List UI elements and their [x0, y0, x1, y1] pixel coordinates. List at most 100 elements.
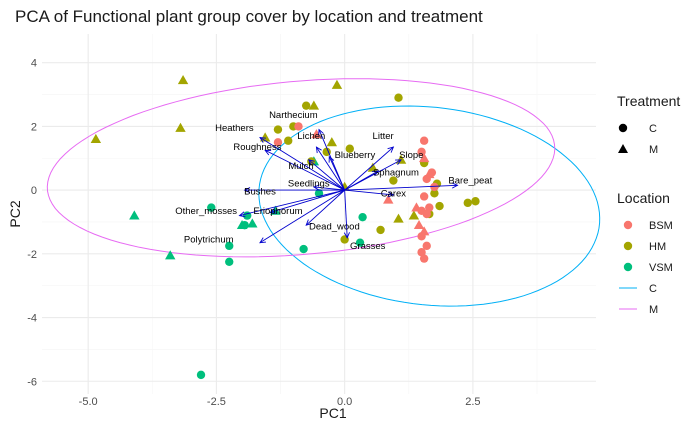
legend-key-hm	[623, 241, 633, 251]
x-axis-ticks: -5.0 -2.5 0.0 2.5	[79, 396, 481, 408]
point-circle-vsm	[196, 370, 206, 380]
y-tick-label: 2	[31, 121, 37, 133]
point-triangle-vsm	[247, 218, 258, 228]
arrow-dead_wood	[305, 189, 345, 226]
point-triangle-hm	[326, 137, 338, 147]
arrowhead-bushes	[243, 187, 251, 194]
point-triangle-bsm	[383, 194, 394, 204]
arrowhead-litter	[387, 146, 395, 153]
legend-label: M	[649, 304, 658, 316]
point-circle-vsm	[299, 244, 308, 254]
point-circle-hm	[273, 125, 283, 134]
variable-label: Bare_peat	[448, 176, 492, 187]
point-circle-hm	[345, 144, 354, 153]
point-triangle-hm	[393, 213, 404, 223]
point-circle-hm	[301, 101, 311, 110]
arrow-seedlings	[313, 186, 345, 191]
point-circle-bsm	[419, 136, 429, 145]
arrow-sphagnum	[344, 170, 379, 191]
variable-label: Litter	[373, 131, 394, 142]
legend-key-triangle	[618, 144, 628, 153]
point-triangle-bsm	[311, 129, 322, 139]
arrow-bare_peat	[344, 184, 458, 191]
point-triangle-vsm	[165, 250, 176, 260]
point-circle-hm	[435, 201, 444, 211]
arrow-eriophorum	[270, 189, 345, 213]
point-circle-vsm	[225, 241, 234, 251]
point-triangle-hm	[367, 162, 379, 172]
point-triangle-hm	[408, 210, 420, 220]
point-circle-bsm	[422, 241, 431, 251]
y-tick-label: -2	[27, 249, 37, 261]
arrowhead-eriophorum	[269, 208, 277, 214]
point-circle-bsm	[273, 138, 283, 147]
variable-label: Narthecium	[269, 110, 318, 121]
point-triangle-hm	[177, 74, 189, 85]
variable-label: Carex	[381, 188, 407, 199]
point-triangle-hm	[90, 133, 102, 144]
ellipse-c	[258, 105, 601, 307]
arrowhead-carex	[387, 191, 395, 198]
point-circle-bsm	[417, 248, 426, 257]
y-axis-ticks: -6 -4 -2 0 2 4	[27, 58, 37, 389]
legend-label: VSM	[649, 262, 673, 274]
point-triangle-bsm	[411, 202, 422, 212]
point-circle-hm	[389, 176, 398, 185]
variable-arrows	[238, 128, 459, 244]
point-triangle-hm	[308, 100, 320, 110]
arrow-roughness	[264, 149, 345, 191]
point-circle-vsm	[207, 203, 216, 212]
arrow-other_mosses	[239, 189, 345, 217]
ellipse-m	[46, 78, 556, 258]
legend-label: BSM	[649, 220, 673, 232]
arrow-mulch	[308, 159, 345, 191]
point-circle-bsm	[430, 182, 439, 192]
x-tick-label: -2.5	[207, 396, 226, 408]
point-triangle-vsm	[236, 219, 248, 230]
y-tick-label: -6	[27, 376, 37, 388]
point-circle-vsm	[355, 238, 365, 247]
point-circle-hm	[463, 198, 472, 208]
variable-label: Polytrichum	[184, 234, 234, 245]
legend-key-vsm	[623, 262, 633, 272]
point-circle-hm	[471, 197, 480, 206]
arrow-carex	[344, 189, 394, 196]
y-tick-label: 0	[31, 185, 37, 197]
point-circle-vsm	[225, 257, 234, 266]
x-tick-label: 2.5	[465, 396, 480, 408]
legend-key-bsm	[623, 220, 633, 230]
variable-label: Roughness	[233, 142, 281, 153]
point-circle-bsm	[422, 209, 431, 219]
arrowhead-bare_peat	[451, 182, 459, 189]
arrowhead-blueberry	[328, 155, 335, 163]
y-tick-label: 4	[31, 58, 37, 70]
variable-label: Heathers	[215, 123, 254, 134]
variable-label: Grasses	[350, 241, 386, 252]
point-triangle-bsm	[424, 168, 435, 179]
x-axis-title: PC1	[319, 405, 346, 421]
variable-label: Slope	[399, 150, 423, 161]
arrowhead-dead_wood	[305, 219, 313, 226]
x-tick-label: -5.0	[79, 396, 98, 408]
point-circle-bsm	[425, 203, 434, 212]
arrowhead-slope	[395, 159, 402, 165]
arrow-polytrichum	[259, 189, 345, 244]
point-triangle-hm	[175, 122, 186, 132]
point-triangle-bsm	[413, 219, 425, 230]
point-circle-bsm	[419, 254, 429, 263]
point-circle-bsm	[294, 122, 303, 131]
ellipses	[46, 78, 601, 307]
point-circle-hm	[322, 147, 331, 157]
point-circle-hm	[430, 189, 439, 198]
chart-title: PCA of Functional plant group cover by l…	[15, 7, 483, 26]
arrow-grasses	[344, 190, 348, 238]
legend-label: C	[649, 123, 657, 135]
variable-label: Seedlings	[288, 179, 330, 190]
legend-label: M	[649, 144, 658, 156]
legend-label: HM	[649, 241, 666, 253]
variable-label: Mulch	[288, 161, 313, 172]
variable-labels: Narthecium Heathers Lichen Roughness Litter B…	[175, 110, 492, 252]
arrowhead-polytrichum	[259, 237, 267, 244]
